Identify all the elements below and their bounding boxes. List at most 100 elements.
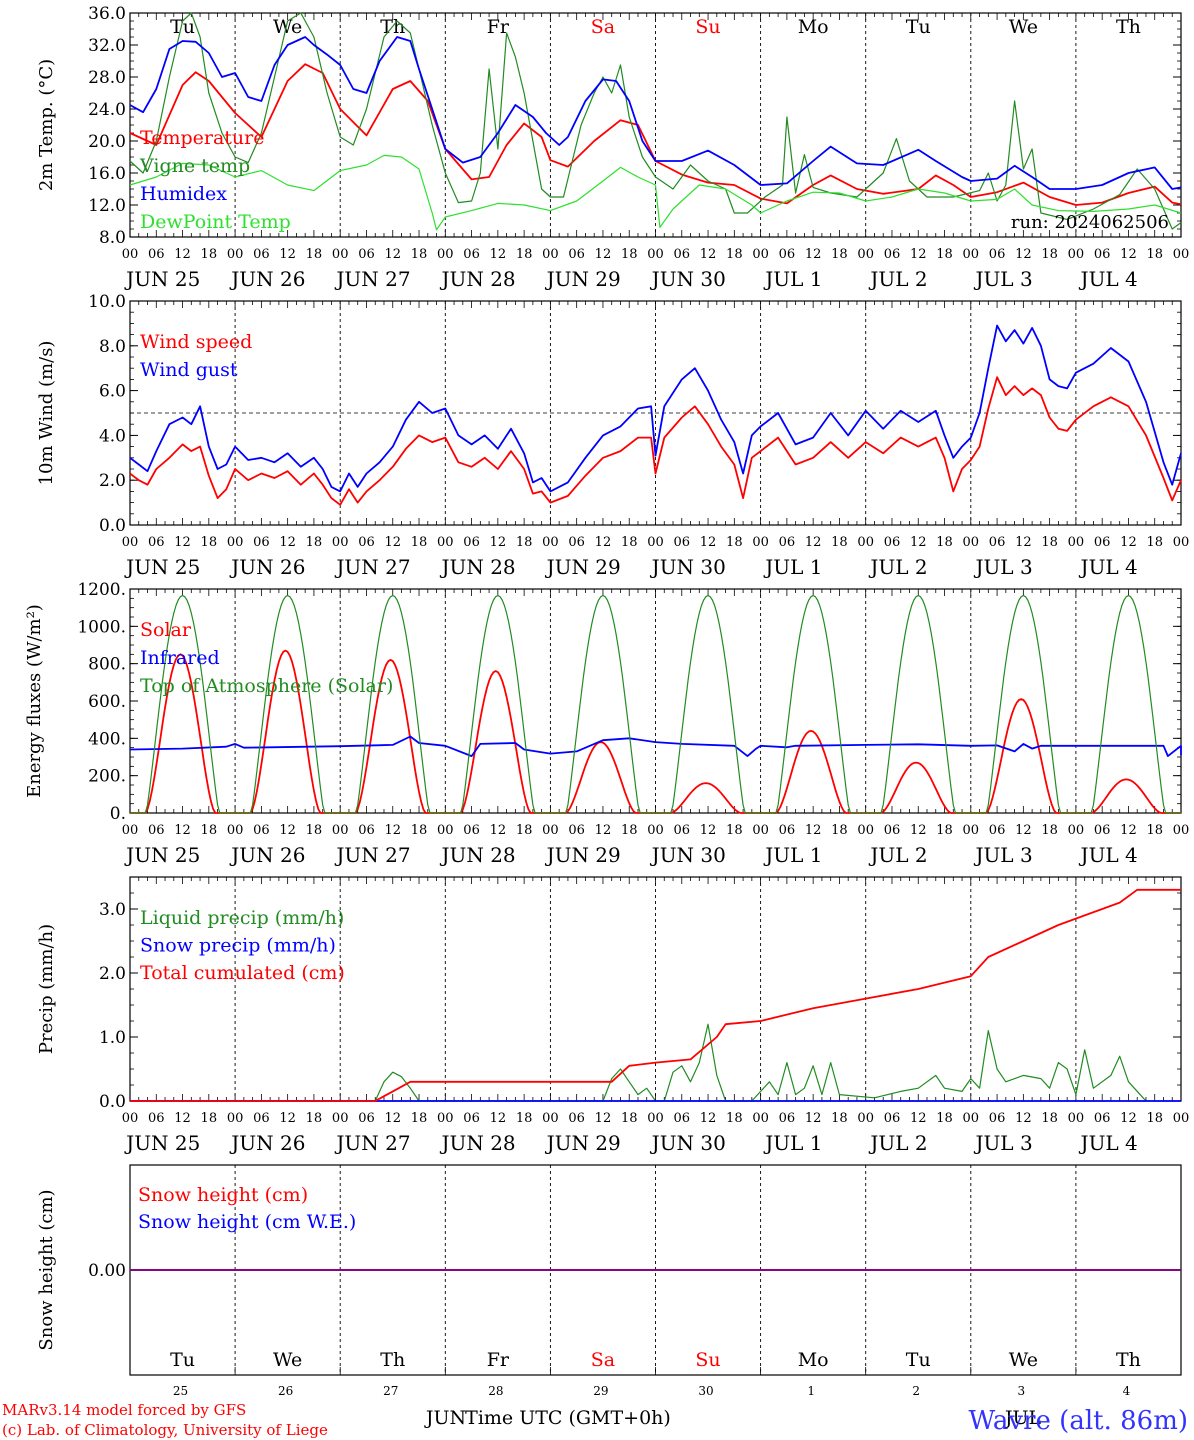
- legend-entry: Snow height (cm W.E.): [138, 1211, 356, 1233]
- hour-label: 18: [1146, 823, 1163, 838]
- hour-label: 18: [1041, 823, 1058, 838]
- series-line-dewpoint-temp: [129, 154, 1182, 231]
- hour-label: 18: [936, 535, 953, 550]
- series-line-infrared: [129, 735, 1182, 757]
- date-label: JUL 1: [763, 843, 822, 867]
- hour-label: 12: [910, 247, 927, 262]
- hour-label: 00: [437, 1111, 454, 1126]
- day-number-label: 1: [807, 1384, 815, 1398]
- date-label: JUL 4: [1079, 843, 1138, 867]
- y-tick-label: 12.0: [88, 196, 126, 216]
- hour-label: 06: [1094, 535, 1111, 550]
- hour-label: 06: [358, 535, 375, 550]
- day-name-label: We: [273, 16, 302, 38]
- hour-label: 18: [1041, 1111, 1058, 1126]
- hour-label: 06: [568, 535, 585, 550]
- y-tick-label: 2.0: [99, 471, 126, 491]
- hour-label: 06: [674, 247, 691, 262]
- hour-label: 12: [384, 535, 401, 550]
- hour-label: 18: [831, 247, 848, 262]
- y-tick-label: 1.0: [99, 1028, 126, 1048]
- date-label: JUN 25: [124, 1131, 200, 1155]
- series-line-humidex: [129, 36, 1182, 190]
- hour-label: 00: [857, 1111, 874, 1126]
- hour-label: 12: [700, 823, 717, 838]
- hour-label: 12: [1120, 535, 1137, 550]
- hour-label: 00: [122, 535, 139, 550]
- legend-entry: Snow precip (mm/h): [140, 935, 336, 957]
- hour-label: 00: [857, 823, 874, 838]
- date-label: JUL 1: [763, 1131, 822, 1155]
- hour-label: 06: [884, 535, 901, 550]
- hour-label: 00: [122, 823, 139, 838]
- day-name-label: Sa: [591, 16, 615, 38]
- day-number-label: 30: [698, 1384, 713, 1398]
- legend-entry: Wind speed: [140, 331, 252, 353]
- hour-label: 18: [726, 247, 743, 262]
- hour-label: 06: [358, 247, 375, 262]
- date-label: JUL 3: [973, 267, 1032, 291]
- y-axis-title: Snow height (cm): [36, 1189, 57, 1350]
- date-label: JUL 3: [973, 843, 1032, 867]
- hour-label: 12: [805, 823, 822, 838]
- y-tick-label: 36.0: [88, 4, 126, 24]
- y-tick-label: 4.0: [99, 426, 126, 446]
- hour-label: 06: [253, 247, 270, 262]
- hour-label: 06: [148, 247, 165, 262]
- day-name-label: We: [273, 1349, 302, 1371]
- day-name-label: Fr: [487, 16, 510, 38]
- date-label: JUN 26: [229, 555, 305, 579]
- hour-label: 00: [542, 823, 559, 838]
- series-line-temperature: [129, 63, 1182, 206]
- day-number-label: 26: [278, 1384, 293, 1398]
- hour-label: 00: [1068, 823, 1085, 838]
- hour-label: 12: [279, 535, 296, 550]
- date-label: JUN 26: [229, 1131, 305, 1155]
- legend-entry: Vigne temp: [139, 155, 250, 177]
- day-name-label: We: [1009, 1349, 1038, 1371]
- y-tick-label: 32.0: [88, 36, 126, 56]
- hour-label: 06: [884, 823, 901, 838]
- legend-entry: Total cumulated (cm): [140, 962, 345, 984]
- day-name-label: Su: [695, 1349, 720, 1371]
- series-line-wind-speed: [129, 376, 1182, 506]
- date-label: JUL 2: [868, 1131, 927, 1155]
- y-tick-label: 28.0: [88, 68, 126, 88]
- hour-label: 12: [805, 535, 822, 550]
- hour-label: 00: [963, 823, 980, 838]
- hour-label: 12: [490, 1111, 507, 1126]
- day-number-label: 2: [912, 1384, 920, 1398]
- y-tick-label: 3.0: [99, 900, 126, 920]
- hour-label: 00: [647, 823, 664, 838]
- hour-label: 00: [857, 535, 874, 550]
- hour-label: 06: [253, 1111, 270, 1126]
- run-label: run: 2024062506: [1011, 212, 1169, 233]
- hour-label: 18: [936, 1111, 953, 1126]
- hour-label: 06: [358, 1111, 375, 1126]
- hour-label: 06: [1094, 247, 1111, 262]
- hour-label: 18: [936, 247, 953, 262]
- hour-label: 06: [358, 823, 375, 838]
- hour-label: 12: [384, 247, 401, 262]
- day-number-label: 28: [488, 1384, 503, 1398]
- hour-label: 12: [595, 535, 612, 550]
- hour-label: 06: [674, 1111, 691, 1126]
- hour-label: 18: [411, 823, 428, 838]
- hour-label: 00: [542, 1111, 559, 1126]
- date-label: JUN 26: [229, 843, 305, 867]
- time-axis-label: Time UTC (GMT+0h): [465, 1407, 671, 1429]
- hour-label: 12: [1120, 247, 1137, 262]
- hour-label: 06: [253, 823, 270, 838]
- y-axis-title: Energy fluxes (W/m²): [24, 604, 45, 798]
- y-tick-label: 20.0: [88, 132, 126, 152]
- date-label: JUL 1: [763, 267, 822, 291]
- series-line-wind-gust: [129, 324, 1182, 493]
- hour-label: 00: [122, 1111, 139, 1126]
- y-tick-label: 800.: [88, 655, 126, 675]
- date-label: JUN 28: [439, 1131, 515, 1155]
- date-label: JUN 29: [545, 555, 621, 579]
- hour-label: 00: [752, 247, 769, 262]
- date-label: JUN 26: [229, 267, 305, 291]
- hour-label: 06: [779, 535, 796, 550]
- hour-label: 18: [726, 1111, 743, 1126]
